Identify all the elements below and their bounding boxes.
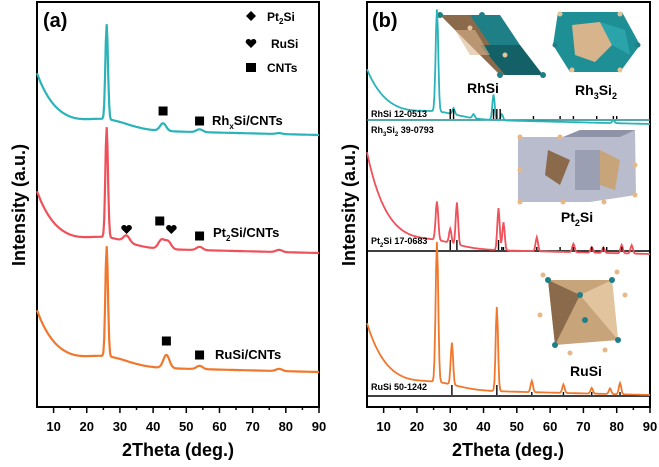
legend-cnts: CNTs	[267, 61, 298, 75]
x-tick-label: 30	[113, 419, 127, 434]
panel-a-label: (a)	[43, 10, 67, 32]
panel-b-x-label: 2Theta (deg.)	[452, 440, 564, 460]
rusi-marker-heart-icon	[121, 224, 132, 234]
x-tick-label: 50	[179, 419, 193, 434]
cnt-marker-square-icon	[161, 336, 171, 346]
series-line-pt2si-cnts	[35, 127, 319, 255]
x-tick-label: 10	[46, 419, 60, 434]
ref-label-rusi: RuSi 50-1242	[371, 382, 427, 392]
panel-a-x-label: 2Theta (deg.)	[122, 440, 234, 460]
pt2si-structure-label: Pt2Si	[561, 209, 593, 228]
x-tick-label: 80	[609, 419, 623, 434]
legend-a: Pt2Si RuSi CNTs	[245, 10, 298, 75]
rhsi-structure-label: RhSi	[467, 80, 499, 96]
x-tick-label: 60	[212, 419, 226, 434]
rusi-structure-image	[537, 269, 628, 356]
series-label-rusi: RuSi/CNTs	[215, 347, 281, 362]
legend-pt2si: Pt2Si	[267, 10, 295, 26]
series-line-rusi-cnts	[35, 246, 319, 374]
cnt-marker-square-icon	[155, 216, 165, 226]
x-tick-label: 80	[279, 419, 293, 434]
panel-b-reference-sticks	[449, 109, 623, 395]
panel-a-curves	[35, 24, 319, 374]
rh3si2-structure-label: Rh3Si2	[575, 82, 617, 101]
x-tick-label: 30	[443, 419, 457, 434]
x-tick-label: 50	[510, 419, 524, 434]
panel-a-x-ticks: 10 20 30 40 50 60 70 80 90	[46, 407, 326, 434]
rh3si2-structure-image	[552, 11, 641, 73]
x-tick-label: 60	[543, 419, 557, 434]
panel-b-y-label: Intensity (a.u.)	[339, 144, 359, 266]
panel-b-frame	[366, 1, 651, 408]
x-tick-label: 40	[476, 419, 490, 434]
panel-a-y-label: Intensity (a.u.)	[9, 144, 29, 266]
series-label-rhxsi: RhxSi/CNTs	[212, 113, 283, 131]
pt2si-structure-image	[517, 130, 638, 205]
cnt-marker-square-icon	[195, 231, 205, 241]
series-line-rhxsi	[366, 9, 650, 125]
panel-b-x-ticks: 10 20 30 40 50 60 70 80 90	[376, 407, 657, 434]
x-tick-label: 40	[146, 419, 160, 434]
ref-label-rhsi: RhSi 12-0513	[371, 109, 427, 119]
cnt-marker-square-icon	[195, 116, 205, 126]
series-line-rusi	[366, 241, 650, 396]
rusi-marker-heart-icon	[166, 224, 177, 234]
ref-label-rh3si2: Rh3Si2 39-0793	[371, 125, 434, 138]
cnt-marker-square-icon	[195, 350, 205, 360]
rhsi-structure-image	[437, 12, 546, 78]
rusi-structure-label: RuSi	[570, 363, 602, 379]
panel-a-frame	[36, 1, 320, 408]
panel-a-markers	[121, 106, 205, 360]
legend-square-icon	[246, 63, 256, 72]
x-tick-label: 20	[80, 419, 94, 434]
x-tick-label: 20	[410, 419, 424, 434]
x-tick-label: 70	[576, 419, 590, 434]
x-tick-label: 70	[245, 419, 259, 434]
series-label-pt2si: Pt2Si/CNTs	[213, 225, 279, 243]
legend-diamond-icon	[246, 11, 256, 21]
cnt-marker-square-icon	[158, 106, 168, 116]
ref-label-pt2si: Pt2Si 17-0683	[371, 236, 427, 249]
panel-b-label: (b)	[372, 10, 398, 32]
x-tick-label: 10	[376, 419, 390, 434]
x-tick-label: 90	[643, 419, 657, 434]
series-line-rhxsi-cnts	[35, 24, 319, 137]
x-tick-label: 90	[312, 419, 326, 434]
legend-rusi: RuSi	[271, 37, 298, 51]
legend-heart-icon	[245, 38, 257, 48]
